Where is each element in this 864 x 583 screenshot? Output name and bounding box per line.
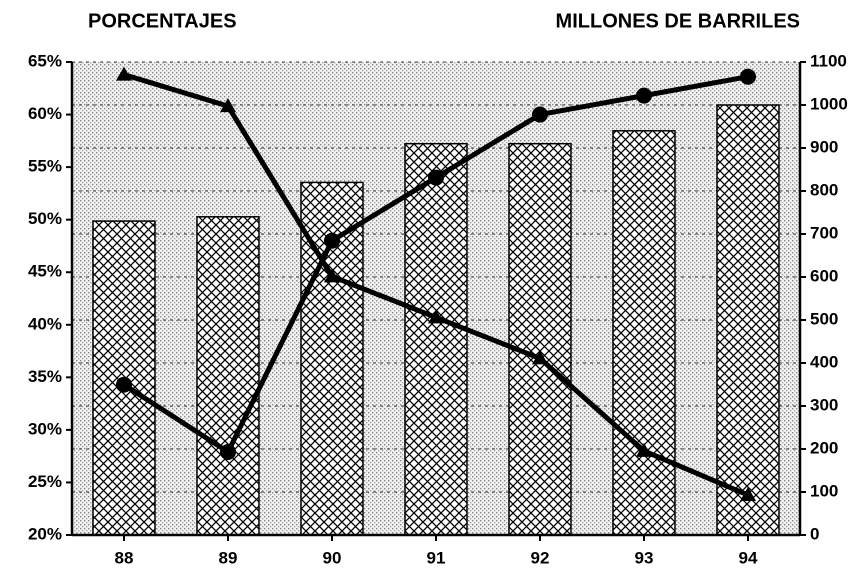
y-tick-label: 40% (28, 314, 62, 333)
circle-marker (220, 443, 236, 460)
y2-tick-label: 900 (810, 137, 838, 156)
y-tick-label: 45% (28, 262, 62, 281)
y2-tick-label: 600 (810, 266, 838, 285)
circle-marker (116, 376, 132, 393)
triangle-marker (324, 268, 340, 283)
y-tick-label: 30% (28, 419, 62, 438)
y2-tick-label: 800 (810, 180, 838, 199)
bar (612, 130, 676, 536)
y2-tick-label: 200 (810, 438, 838, 457)
x-tick-label: 88 (115, 548, 134, 567)
y-tick-label: 55% (28, 157, 62, 176)
circle-marker (636, 87, 652, 104)
y2-tick-label: 500 (810, 309, 838, 328)
bar (196, 216, 260, 536)
x-tick-label: 94 (739, 548, 758, 567)
triangle-marker (428, 309, 444, 324)
y-tick-label: 65% (28, 51, 62, 70)
x-tick-label: 90 (323, 548, 342, 567)
bar (716, 104, 780, 536)
triangle-marker (220, 98, 236, 113)
y2-tick-label: 400 (810, 352, 838, 371)
circle-marker (324, 232, 340, 249)
x-tick-label: 89 (219, 548, 238, 567)
y-tick-label: 25% (28, 472, 62, 491)
circle-marker (532, 106, 548, 123)
y2-tick-label: 0 (810, 524, 819, 543)
y2-tick-label: 300 (810, 395, 838, 414)
y2-axis-title: MILLONES DE BARRILES (556, 10, 800, 32)
y2-tick-label: 700 (810, 223, 838, 242)
y2-tick-label: 1000 (810, 94, 848, 113)
y-tick-label: 20% (28, 524, 62, 543)
x-tick-label: 92 (531, 548, 550, 567)
y2-tick-label: 1100 (810, 51, 847, 70)
x-tick-label: 91 (427, 548, 446, 567)
bar (404, 142, 468, 536)
y-tick-label: 35% (28, 367, 62, 386)
y-axis-title: PORCENTAJES (88, 10, 237, 32)
circle-marker (428, 169, 444, 186)
y-tick-label: 50% (28, 209, 62, 228)
triangle-marker (740, 487, 756, 502)
triangle-marker (532, 350, 548, 365)
triangle-marker (116, 66, 132, 81)
y2-tick-label: 100 (810, 481, 838, 500)
y-tick-label: 60% (28, 104, 62, 123)
bar (508, 142, 572, 536)
circle-marker (740, 68, 756, 85)
triangle-marker (636, 442, 652, 457)
x-tick-label: 93 (635, 548, 654, 567)
